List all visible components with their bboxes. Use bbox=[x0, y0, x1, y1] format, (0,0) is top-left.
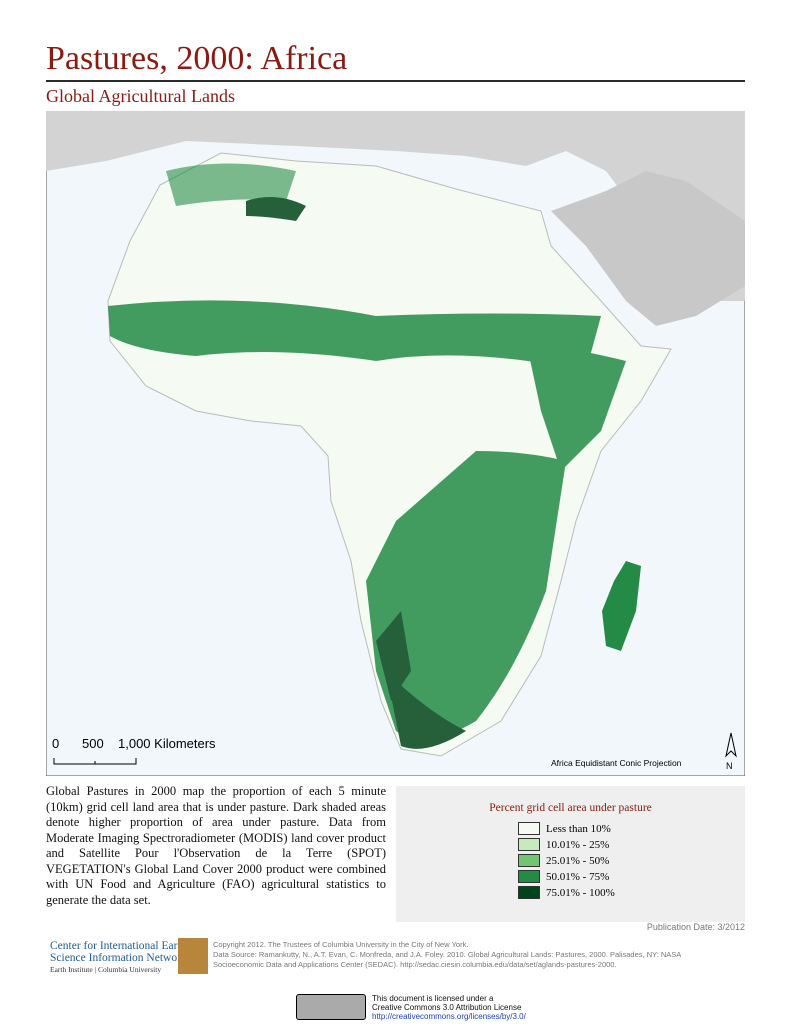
credit-line: Data Source: Ramankutty, N., A.T. Evan, … bbox=[213, 950, 682, 959]
north-arrow bbox=[725, 732, 737, 758]
legend-item: 50.01% - 75% bbox=[518, 870, 609, 883]
license: This document is licensed under a Creati… bbox=[372, 994, 526, 1021]
scale-label: 500 bbox=[82, 736, 104, 751]
license-link[interactable]: http://creativecommons.org/licenses/by/3… bbox=[372, 1012, 526, 1021]
pasture-areas bbox=[108, 163, 626, 749]
subtitle: Global Agricultural Lands bbox=[46, 86, 235, 106]
projection: Africa Equidistant Conic Projection bbox=[551, 758, 682, 768]
legend-item: 25.01% - 50% bbox=[518, 854, 609, 867]
legend-item: 10.01% - 25% bbox=[518, 838, 609, 851]
legend-item: Less than 10% bbox=[518, 822, 611, 835]
legend-title: Percent grid cell area under pasture bbox=[489, 802, 652, 814]
madagascar bbox=[602, 561, 641, 651]
credits: Copyright 2012. The Trustees of Columbia… bbox=[213, 940, 681, 970]
cc-badge bbox=[296, 994, 366, 1020]
license-line: Creative Commons 3.0 Attribution License bbox=[372, 1003, 522, 1012]
legend-swatch bbox=[518, 854, 540, 867]
organization: Center for International Earth Science I… bbox=[50, 940, 187, 976]
org-line: Science Information Network bbox=[50, 952, 187, 964]
org-line: Earth Institute | Columbia University bbox=[50, 965, 162, 974]
legend-label: 10.01% - 25% bbox=[546, 838, 610, 851]
org-line: Center for International Earth bbox=[50, 940, 187, 952]
north-label: N bbox=[726, 761, 733, 771]
legend-label: 50.01% - 75% bbox=[546, 870, 610, 883]
legend-swatch bbox=[518, 838, 540, 851]
publication-date: Publication Date: 3/2012 bbox=[646, 922, 745, 932]
legend-label: 75.01% - 100% bbox=[546, 886, 615, 899]
credit-line: Socioeconomic Data and Applications Cent… bbox=[213, 960, 617, 969]
title: Pastures, 2000: Africa bbox=[46, 40, 348, 77]
legend-item: 75.01% - 100% bbox=[518, 886, 615, 899]
legend-label: 25.01% - 50% bbox=[546, 854, 610, 867]
logo bbox=[178, 938, 208, 974]
rule bbox=[46, 80, 745, 82]
scale-label: 1,000 Kilometers bbox=[118, 736, 216, 751]
legend-swatch bbox=[518, 870, 540, 883]
legend-swatch bbox=[518, 886, 540, 899]
legend-swatch bbox=[518, 822, 540, 835]
description: Global Pastures in 2000 map the proporti… bbox=[46, 784, 386, 907]
legend: Percent grid cell area under pasture Les… bbox=[396, 786, 745, 922]
scale-bar: 0 500 1,000 Kilometers bbox=[52, 736, 216, 765]
scale-label: 0 bbox=[52, 736, 59, 751]
legend-label: Less than 10% bbox=[546, 822, 611, 835]
credit-line: Copyright 2012. The Trustees of Columbia… bbox=[213, 940, 469, 949]
europe-land bbox=[46, 111, 745, 301]
license-line: This document is licensed under a bbox=[372, 994, 494, 1003]
arabia-land bbox=[551, 171, 745, 326]
map: 0 500 1,000 Kilometers Africa Equidistan… bbox=[46, 111, 745, 776]
